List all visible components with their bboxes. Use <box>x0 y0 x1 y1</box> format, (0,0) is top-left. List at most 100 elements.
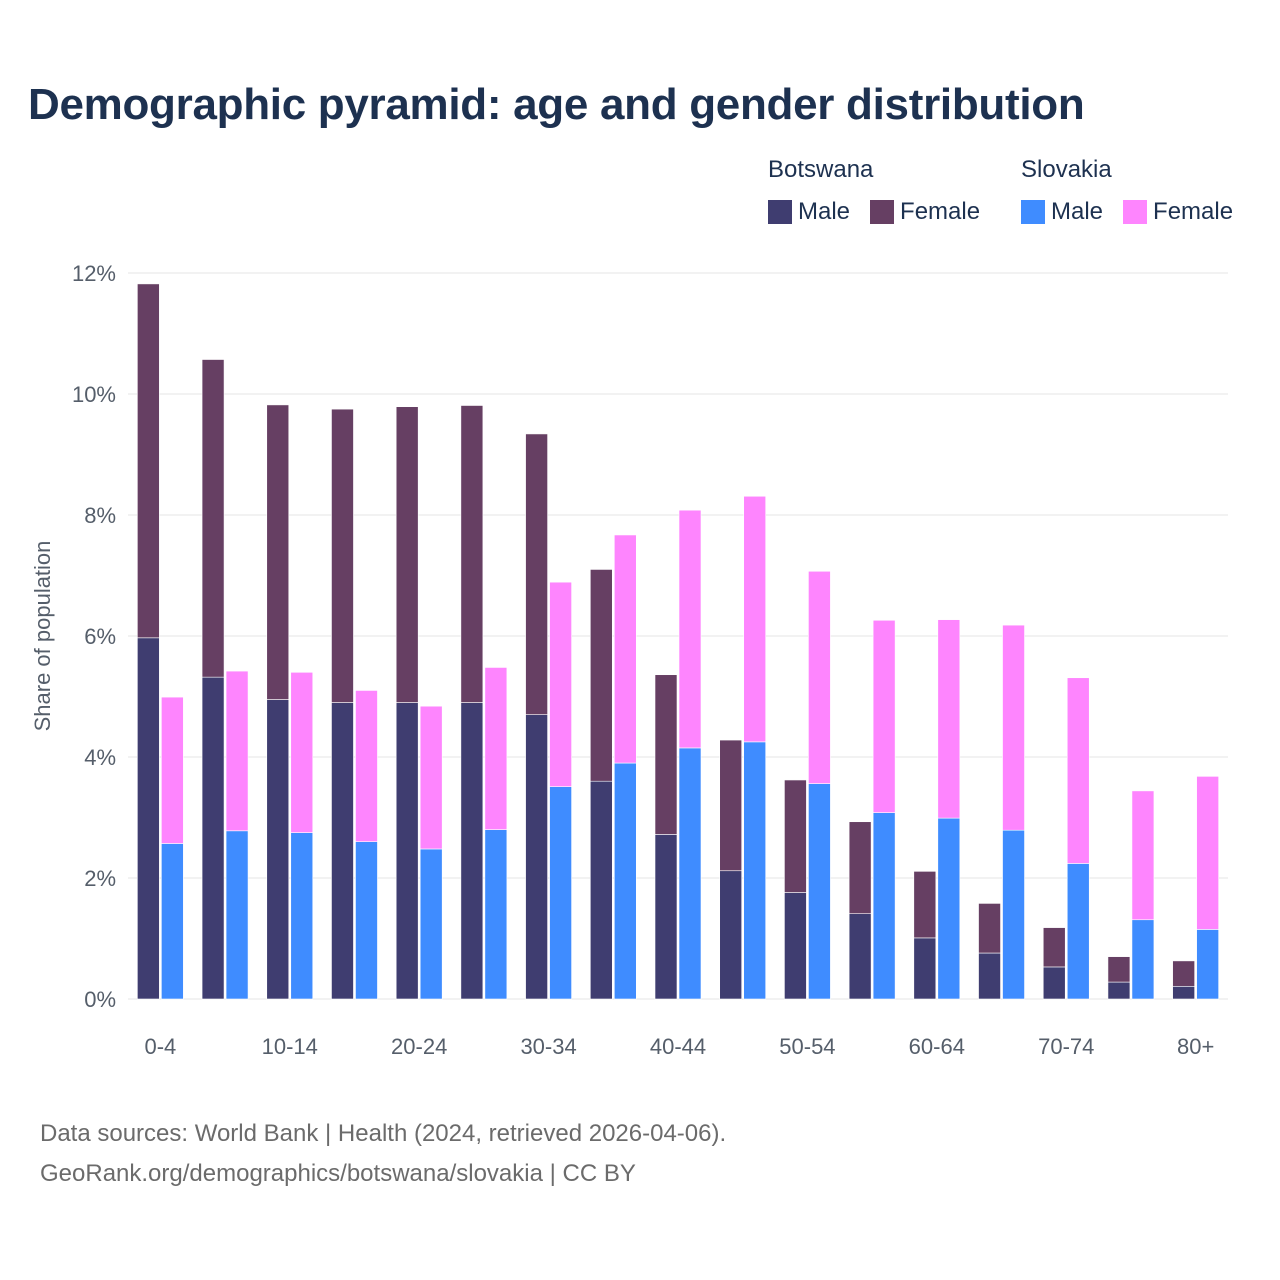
bar-slovakia-female <box>1066 677 1090 864</box>
bar-slovakia-female <box>808 570 831 784</box>
bar-botswana-male <box>460 702 484 1000</box>
legend-group-slovakia: Slovakia Male Female <box>1021 156 1233 226</box>
bar-botswana-male <box>848 913 872 1000</box>
bar-botswana-female <box>719 739 743 872</box>
bar-slovakia-male <box>1196 929 1219 1000</box>
y-axis-label: Share of population <box>30 541 55 732</box>
bar-slovakia-female <box>743 495 767 743</box>
y-tick-label: 2% <box>84 866 116 891</box>
bar-slovakia-male <box>419 848 443 1000</box>
bar-botswana-male <box>395 702 419 1000</box>
bar-botswana-female <box>1172 960 1195 987</box>
bar-botswana-male <box>719 870 743 1000</box>
y-tick-label: 10% <box>72 382 116 407</box>
bar-slovakia-male <box>290 832 314 1000</box>
bar-botswana-male <box>654 834 678 1000</box>
legend-swatch-slovakia-male <box>1021 200 1045 224</box>
bar-slovakia-female <box>613 534 637 764</box>
bar-botswana-female <box>460 405 484 703</box>
bar-botswana-male <box>978 952 1001 1000</box>
bar-slovakia-female <box>225 670 249 832</box>
source-footer: Data sources: World Bank | Health (2024,… <box>40 1114 726 1194</box>
legend-item-slovakia-female[interactable]: Female <box>1123 198 1233 226</box>
legend-swatch-botswana-female <box>870 200 895 224</box>
bar-slovakia-male <box>549 786 572 1000</box>
bar-slovakia-male <box>872 812 896 1000</box>
bar-botswana-male <box>784 892 807 1000</box>
bar-botswana-male <box>589 780 613 1000</box>
bar-botswana-female <box>848 821 872 914</box>
x-tick-label: 50-54 <box>779 1034 835 1059</box>
bar-slovakia-female <box>419 705 443 850</box>
bar-slovakia-male <box>225 830 249 1000</box>
bar-botswana-female <box>589 569 613 782</box>
bar-botswana-female <box>395 406 419 703</box>
y-tick-label: 0% <box>84 987 116 1012</box>
bar-botswana-male <box>1107 981 1131 1000</box>
legend-label-botswana-female: Female <box>900 198 981 225</box>
bar-slovakia-female <box>872 619 896 813</box>
legend-country-slovakia: Slovakia <box>1021 156 1112 183</box>
x-tick-label: 10-14 <box>262 1034 318 1059</box>
bar-slovakia-male <box>1131 919 1155 1000</box>
bar-slovakia-female <box>937 619 961 819</box>
bar-botswana-male <box>1172 985 1195 1000</box>
y-tick-label: 12% <box>72 261 116 286</box>
x-tick-label: 40-44 <box>650 1034 706 1059</box>
bar-botswana-female <box>266 404 290 700</box>
bar-slovakia-male <box>937 817 961 1000</box>
x-tick-label: 80+ <box>1177 1034 1214 1059</box>
bar-botswana-male <box>137 637 160 1000</box>
bar-slovakia-male <box>613 762 637 1000</box>
bar-slovakia-male <box>484 829 508 1000</box>
legend-item-slovakia-male[interactable]: Male <box>1021 198 1103 226</box>
bar-slovakia-female <box>1131 790 1155 921</box>
bar-slovakia-female <box>678 509 702 749</box>
bar-slovakia-female <box>1196 776 1219 930</box>
bar-slovakia-female <box>161 696 184 844</box>
bar-botswana-female <box>1042 927 1066 968</box>
legend-group-botswana: Botswana Male Female <box>768 156 980 226</box>
chart-title: Demographic pyramid: age and gender dist… <box>28 80 1085 129</box>
source-line-2: GeoRank.org/demographics/botswana/slovak… <box>40 1160 636 1187</box>
x-tick-label: 30-34 <box>520 1034 576 1059</box>
bar-slovakia-male <box>678 747 702 1000</box>
x-tick-label: 70-74 <box>1038 1034 1094 1059</box>
bar-slovakia-female <box>484 667 508 830</box>
bar-botswana-male <box>913 937 937 1000</box>
bar-slovakia-male <box>808 783 831 1000</box>
bar-slovakia-male <box>1002 829 1025 1000</box>
bar-slovakia-male <box>355 841 378 1000</box>
legend-swatch-botswana-male <box>768 200 792 224</box>
bar-botswana-female <box>137 283 160 639</box>
legend-label-botswana-male: Male <box>798 198 851 225</box>
bar-botswana-female <box>525 433 548 715</box>
bar-slovakia-male <box>1066 863 1090 1000</box>
bar-botswana-female <box>913 871 937 939</box>
x-tick-label: 60-64 <box>909 1034 965 1059</box>
legend-country-botswana: Botswana <box>768 156 874 183</box>
bar-botswana-female <box>784 779 807 893</box>
bar-slovakia-female <box>1002 624 1025 831</box>
y-tick-label: 4% <box>84 745 116 770</box>
bar-botswana-male <box>331 702 354 1000</box>
legend-item-botswana-female[interactable]: Female <box>870 198 980 226</box>
bar-botswana-female <box>1107 956 1131 983</box>
x-tick-label: 20-24 <box>391 1034 447 1059</box>
legend-swatch-slovakia-female <box>1123 200 1148 224</box>
legend-item-botswana-male[interactable]: Male <box>768 198 850 226</box>
legend-label-slovakia-male: Male <box>1051 198 1104 225</box>
bar-slovakia-male <box>743 741 767 1000</box>
bar-botswana-male <box>525 714 548 1000</box>
bar-slovakia-female <box>290 671 314 833</box>
bar-botswana-female <box>331 408 354 703</box>
source-line-1: Data sources: World Bank | Health (2024,… <box>40 1120 727 1147</box>
bar-botswana-male <box>266 699 290 1000</box>
legend-label-slovakia-female: Female <box>1153 198 1234 225</box>
bar-slovakia-female <box>549 581 572 787</box>
bar-botswana-male <box>1042 966 1066 1000</box>
bar-slovakia-male <box>161 843 184 1000</box>
bar-slovakia-female <box>355 690 378 843</box>
bar-botswana-female <box>654 674 678 835</box>
